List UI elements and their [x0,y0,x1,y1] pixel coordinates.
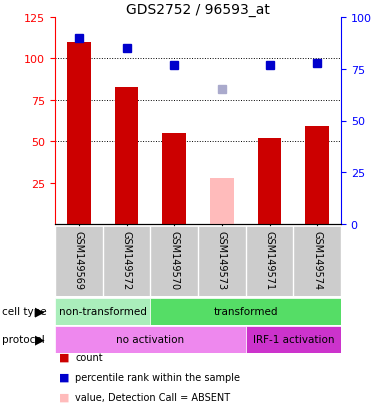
Text: percentile rank within the sample: percentile rank within the sample [75,372,240,382]
Bar [103,226,150,297]
Bar [257,138,282,224]
Text: cell type: cell type [2,306,46,316]
Text: ■: ■ [59,411,69,413]
Text: GSM149573: GSM149573 [217,230,227,289]
Text: transformed: transformed [213,306,278,316]
Text: GSM149572: GSM149572 [121,230,131,289]
Bar [67,43,91,224]
Text: GSM149569: GSM149569 [74,230,84,289]
Text: no activation: no activation [116,335,184,344]
Bar [150,298,341,325]
Bar [246,326,341,353]
Text: ■: ■ [59,352,69,362]
Bar [305,127,329,224]
Text: rank, Detection Call = ABSENT: rank, Detection Call = ABSENT [75,411,226,413]
Text: value, Detection Call = ABSENT: value, Detection Call = ABSENT [75,392,230,402]
Text: GSM149571: GSM149571 [265,230,275,289]
Text: ■: ■ [59,372,69,382]
Bar [162,133,186,224]
Text: non-transformed: non-transformed [59,306,147,316]
Text: ▶: ▶ [35,333,45,346]
Text: GSM149570: GSM149570 [169,230,179,289]
Text: count: count [75,352,103,362]
Title: GDS2752 / 96593_at: GDS2752 / 96593_at [126,3,270,17]
Text: protocol: protocol [2,335,45,344]
Bar [293,226,341,297]
Bar [198,226,246,297]
Bar [210,178,234,224]
Text: IRF-1 activation: IRF-1 activation [253,335,334,344]
Bar [115,87,138,224]
Text: GSM149574: GSM149574 [312,230,322,289]
Text: ▶: ▶ [35,305,45,318]
Bar [55,298,150,325]
Bar [55,226,103,297]
Bar [150,226,198,297]
Bar [55,326,246,353]
Text: ■: ■ [59,392,69,402]
Bar [246,226,293,297]
